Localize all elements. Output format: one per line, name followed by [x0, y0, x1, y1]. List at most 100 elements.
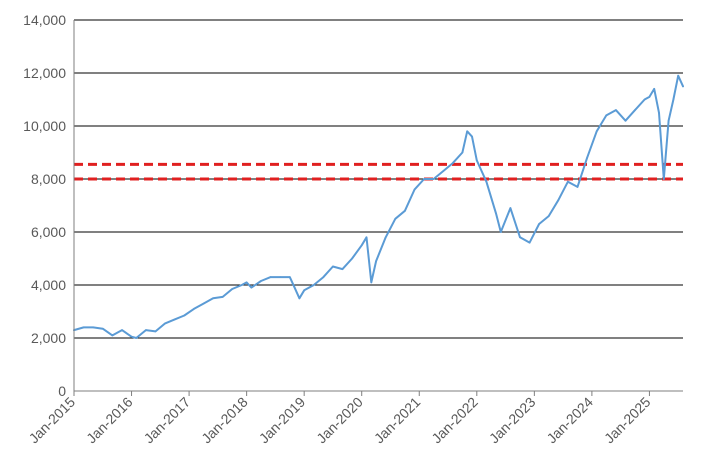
data-point [360, 244, 363, 247]
data-point [298, 297, 301, 300]
y-tick-label: 8,000 [31, 171, 66, 187]
data-point [92, 326, 94, 329]
x-tick-label: Jan-2020 [313, 394, 366, 447]
data-point [245, 281, 248, 284]
data-point [193, 308, 195, 310]
data-point [135, 337, 138, 339]
data-point [634, 109, 636, 111]
data-point [250, 286, 253, 289]
data-point [653, 88, 655, 90]
data-point [471, 135, 473, 138]
data-point [485, 180, 488, 183]
data-point [547, 215, 550, 217]
reference-lines [74, 162, 683, 181]
series-line [73, 74, 684, 339]
data-point [82, 326, 85, 329]
data-point [466, 130, 469, 133]
x-tick-label: Jan-2016 [83, 394, 136, 447]
data-point [145, 329, 147, 331]
data-point [221, 296, 224, 298]
data-point [365, 236, 368, 239]
data-point [183, 314, 186, 317]
data-point [121, 329, 123, 331]
data-point [173, 318, 176, 321]
y-tick-label: 6,000 [31, 224, 66, 240]
data-point [663, 178, 665, 180]
data-point [648, 96, 651, 98]
data-point [595, 130, 598, 133]
data-point [351, 257, 353, 260]
data-point [461, 151, 464, 154]
x-tick-label: Jan-2022 [428, 394, 481, 447]
data-point [413, 188, 416, 191]
data-point [102, 327, 104, 330]
series-layer [73, 74, 684, 339]
data-point [667, 119, 670, 122]
data-point [289, 276, 291, 278]
data-point [615, 109, 617, 111]
data-point [495, 212, 497, 215]
x-tick-label: Jan-2024 [543, 394, 596, 447]
data-point [313, 284, 315, 286]
data-point [241, 284, 243, 286]
data-point [212, 297, 214, 300]
data-point [293, 286, 296, 289]
data-point [432, 178, 435, 180]
data-point [384, 236, 387, 239]
x-tick-label: Jan-2015 [26, 394, 79, 447]
data-point [332, 265, 334, 268]
data-point [682, 85, 684, 88]
data-point [231, 288, 233, 290]
data-point [423, 178, 425, 180]
data-point [442, 170, 445, 172]
y-tick-label: 4,000 [31, 277, 66, 293]
y-tick-label: 14,000 [23, 12, 66, 28]
data-point [279, 276, 282, 278]
data-point [500, 231, 502, 233]
axes [73, 20, 683, 396]
x-tick-label: Jan-2019 [256, 394, 309, 447]
data-point [476, 159, 478, 162]
data-point [586, 157, 588, 159]
data-point [341, 268, 344, 270]
data-point [111, 334, 114, 337]
data-point [519, 236, 521, 239]
y-tick-label: 10,000 [23, 118, 66, 134]
y-tick-label: 0 [58, 383, 66, 399]
data-point [509, 207, 512, 209]
x-axis-tick-labels: Jan-2015 Jan-2016 Jan-2017 Jan-2018 Jan-2019… [26, 394, 654, 447]
y-tick-label: 12,000 [23, 65, 66, 81]
data-point [303, 289, 306, 292]
x-tick-label: Jan-2017 [141, 394, 194, 447]
data-point [452, 162, 454, 164]
data-point [576, 186, 579, 188]
data-point [567, 180, 569, 183]
data-point [528, 241, 531, 244]
data-point [269, 276, 272, 278]
data-point [658, 112, 660, 114]
x-tick-label: Jan-2018 [198, 394, 251, 447]
x-tick-label: Jan-2021 [371, 394, 424, 447]
data-point [643, 98, 646, 101]
data-point [375, 260, 377, 262]
data-point [370, 281, 373, 284]
data-point [677, 74, 679, 77]
data-point [394, 218, 397, 220]
data-point [260, 280, 262, 282]
data-point [605, 114, 608, 117]
data-point [154, 330, 157, 333]
y-axis-tick-labels: 0 2,000 4,000 6,000 8,000 10,000 12,000 14,000 [23, 12, 66, 399]
data-point [624, 119, 627, 122]
data-point [538, 223, 540, 225]
x-tick-label: Jan-2025 [601, 394, 654, 447]
x-tick-label: Jan-2023 [486, 394, 539, 447]
data-point [164, 322, 166, 325]
data-point [130, 335, 133, 338]
data-point [672, 98, 675, 101]
data-point [404, 210, 406, 212]
data-point [202, 302, 205, 305]
y-tick-label: 2,000 [31, 330, 66, 346]
data-point [322, 276, 325, 278]
